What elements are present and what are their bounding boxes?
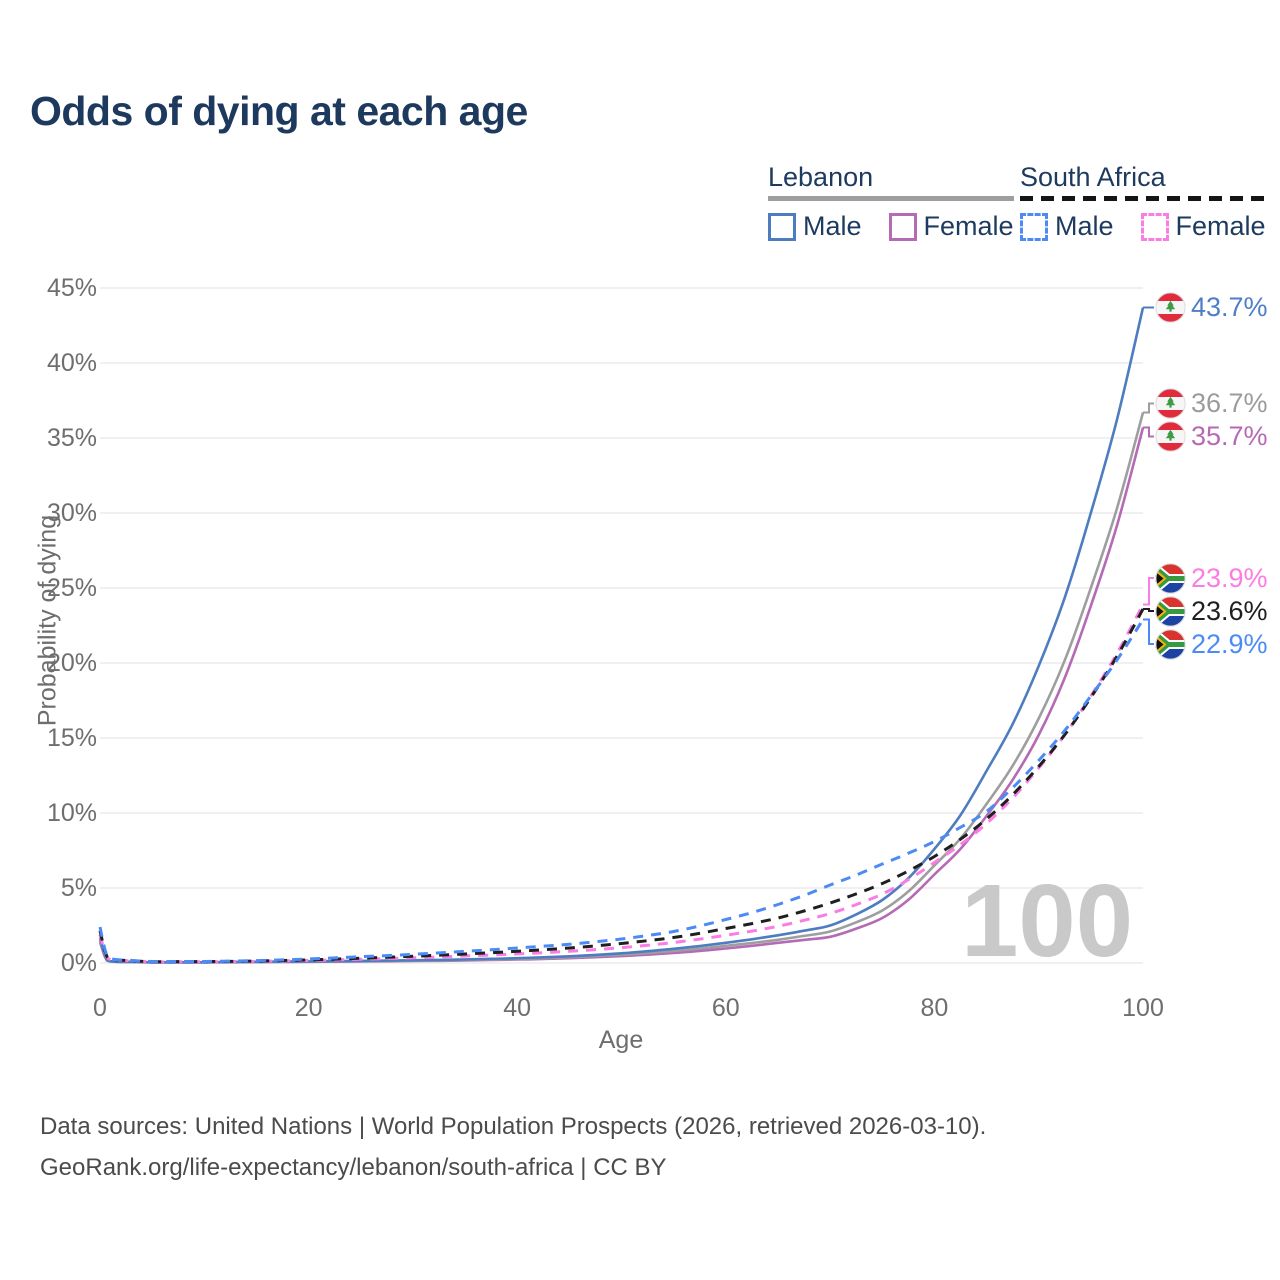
lebanon-flag-icon xyxy=(1155,388,1186,419)
age-counter-watermark: 100 xyxy=(961,863,1133,978)
y-tick-label: 30% xyxy=(46,499,97,527)
legend-header-south-africa[interactable]: South Africa xyxy=(1020,162,1166,192)
legend-group-south-africa: South Africa Male Female xyxy=(1020,162,1266,242)
y-tick-label: 25% xyxy=(46,574,97,602)
x-tick-label: 100 xyxy=(1122,994,1164,1022)
y-tick-label: 10% xyxy=(46,799,97,827)
legend-header-lebanon[interactable]: Lebanon xyxy=(768,162,874,192)
page-title: Odds of dying at each age xyxy=(30,88,528,134)
south-africa-flag-icon xyxy=(1155,595,1186,627)
x-tick-label: 60 xyxy=(711,994,740,1022)
x-tick-label: 80 xyxy=(920,994,949,1022)
end-label-lebanon-both-sexes[interactable]: 36.7% xyxy=(1155,387,1268,420)
end-label-south-africa-female[interactable]: 23.9% xyxy=(1155,562,1268,595)
end-label-connector xyxy=(1143,426,1154,438)
end-label-lebanon-male[interactable]: 43.7% xyxy=(1155,291,1268,324)
footer: Data sources: United Nations | World Pop… xyxy=(40,1106,986,1188)
legend-group-lebanon: Lebanon Male Female xyxy=(768,162,1014,242)
end-label-value: 23.9% xyxy=(1191,562,1268,593)
footer-attribution: GeoRank.org/life-expectancy/lebanon/sout… xyxy=(40,1154,667,1181)
legend-item-lebanon-female[interactable]: Female xyxy=(888,211,1014,242)
south-africa-flag-icon xyxy=(1155,628,1186,660)
footer-data-sources: Data sources: United Nations | World Pop… xyxy=(40,1113,987,1140)
y-tick-label: 15% xyxy=(46,724,97,752)
y-tick-label: 45% xyxy=(46,274,97,302)
lebanon-flag-icon xyxy=(1155,292,1186,323)
y-tick-label: 20% xyxy=(46,649,97,677)
end-label-value: 36.7% xyxy=(1191,388,1268,418)
end-label-value: 43.7% xyxy=(1191,292,1268,322)
y-tick-label: 35% xyxy=(46,424,97,452)
y-tick-label: 5% xyxy=(60,874,97,902)
y-tick-label: 0% xyxy=(60,949,97,977)
south-africa-female-swatch-icon xyxy=(1140,212,1169,241)
lebanon-female-swatch-icon xyxy=(888,212,917,241)
legend-item-lebanon-male[interactable]: Male xyxy=(768,211,862,242)
end-label-value: 22.9% xyxy=(1191,628,1268,659)
series-line-south-africa-male[interactable] xyxy=(98,618,1145,964)
lebanon-male-swatch-icon xyxy=(768,212,796,241)
x-tick-label: 40 xyxy=(503,994,532,1022)
south-africa-male-swatch-icon xyxy=(1020,212,1048,241)
lebanon-line-sample xyxy=(768,196,1014,201)
end-label-connector xyxy=(1143,618,1154,645)
lebanon-flag-icon xyxy=(1155,421,1186,452)
end-label-connector xyxy=(1143,402,1154,414)
end-label-connector xyxy=(1143,577,1154,606)
south-africa-flag-icon xyxy=(1155,562,1186,594)
south-africa-line-sample xyxy=(1020,196,1266,201)
end-label-south-africa-male[interactable]: 22.9% xyxy=(1155,628,1268,661)
legend-item-south-africa-female[interactable]: Female xyxy=(1140,211,1266,242)
x-tick-label: 0 xyxy=(93,994,107,1022)
y-tick-label: 40% xyxy=(46,349,97,377)
end-label-connector xyxy=(1143,608,1154,612)
series-line-south-africa-both-sexes[interactable] xyxy=(98,608,1145,964)
y-axis-title: Probability of dying xyxy=(33,514,62,727)
end-label-value: 35.7% xyxy=(1191,421,1268,451)
end-label-value: 23.6% xyxy=(1191,595,1268,626)
end-label-lebanon-female[interactable]: 35.7% xyxy=(1155,420,1268,453)
x-axis-title: Age xyxy=(598,1026,644,1054)
legend-item-south-africa-male[interactable]: Male xyxy=(1020,211,1114,242)
x-tick-label: 20 xyxy=(294,994,323,1022)
gridlines xyxy=(100,287,1143,964)
end-label-south-africa-both-sexes[interactable]: 23.6% xyxy=(1155,595,1268,628)
